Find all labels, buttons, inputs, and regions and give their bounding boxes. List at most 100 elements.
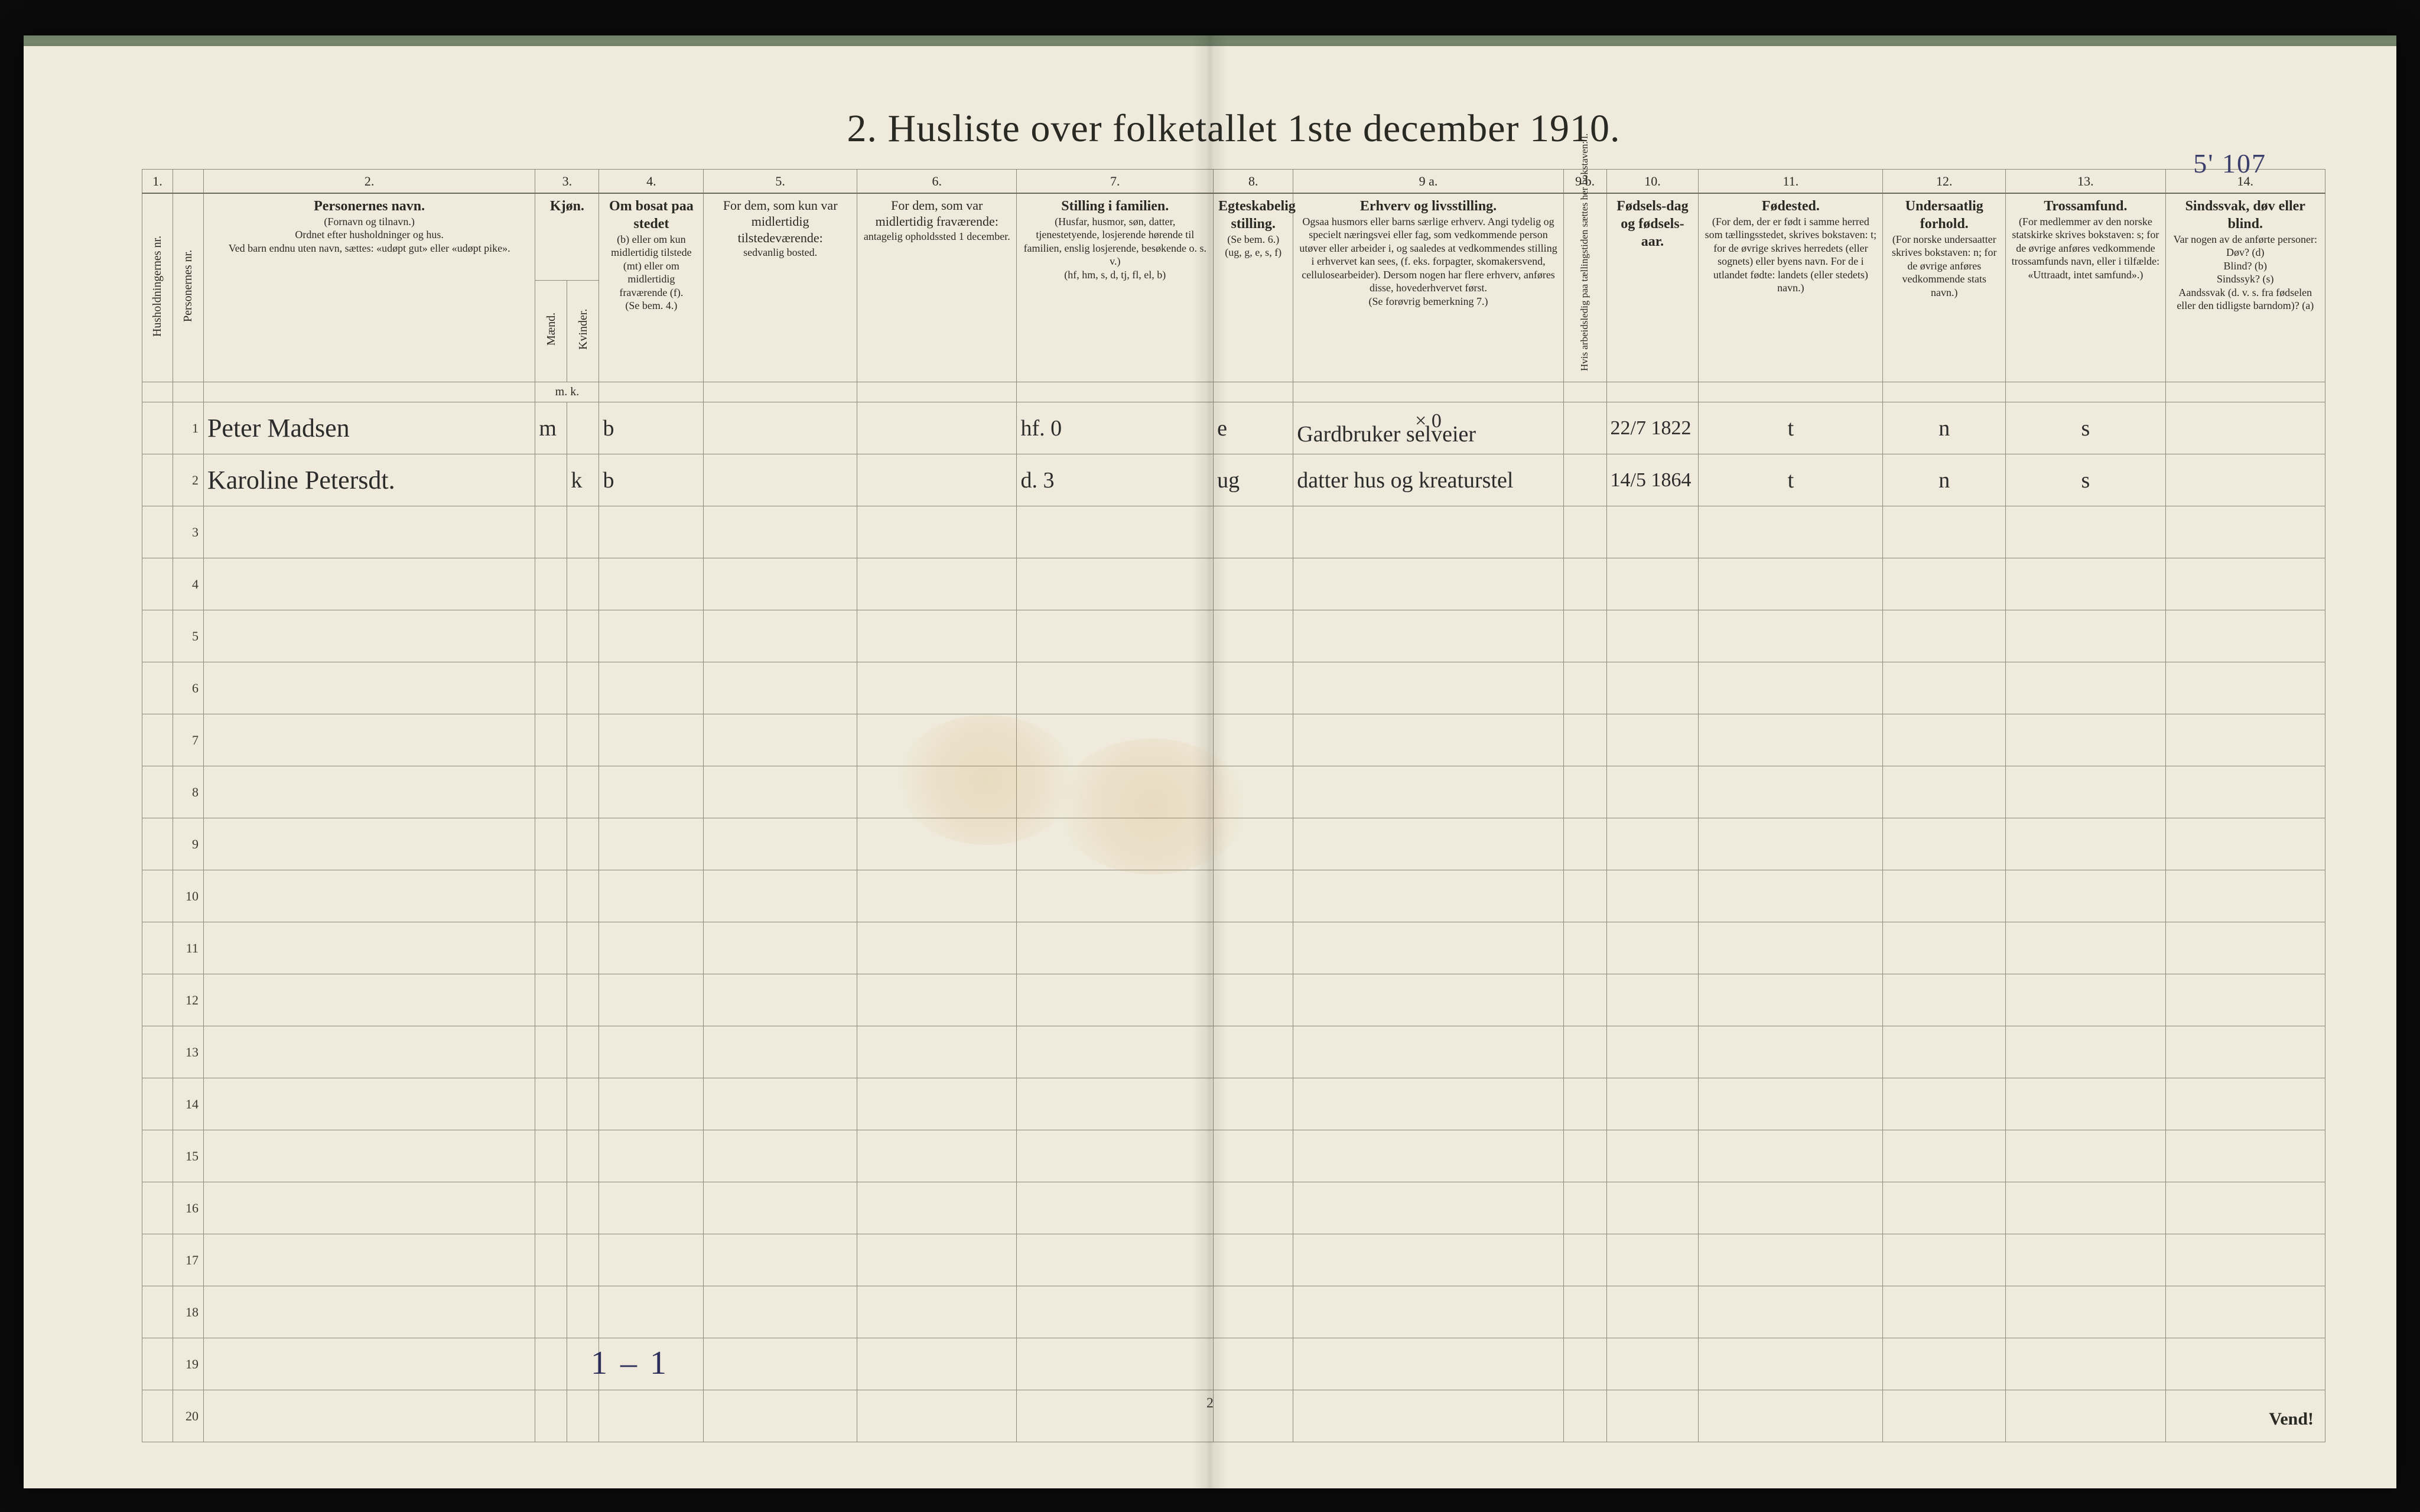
table-row: 4: [142, 558, 2325, 610]
cell-family-position: d. 3: [1017, 454, 1214, 506]
cell-blank: [1606, 714, 1699, 766]
table-row: 20: [142, 1390, 2325, 1442]
table-row: 16: [142, 1182, 2325, 1234]
cell-sex-k: [567, 402, 599, 454]
cell-person-no: 7: [173, 714, 203, 766]
cell-blank: [2165, 1182, 2325, 1234]
cell-blank: [1017, 1182, 1214, 1234]
cell-blank: [567, 662, 599, 714]
cell-person-no: 20: [173, 1390, 203, 1442]
cell-blank: [1606, 766, 1699, 818]
cell-birth: 14/5 1864: [1606, 454, 1699, 506]
cell-blank: [1699, 662, 1883, 714]
cell-blank: [2165, 766, 2325, 818]
cell-person-no: 3: [173, 506, 203, 558]
table-row: 7: [142, 714, 2325, 766]
cell-person-no: 9: [173, 818, 203, 870]
col-header-line: Døv? (d): [2171, 246, 2320, 259]
cell-unemployed: [1563, 454, 1606, 506]
col-header-title: For dem, som var midlertidig fraværende:: [876, 198, 998, 229]
handwritten-value: hf. 0: [1020, 416, 1062, 441]
cell-blank: [599, 1078, 704, 1130]
cell-blank: [1606, 558, 1699, 610]
col-num: 2.: [203, 170, 535, 193]
vertical-label: Husholdningernes nr.: [151, 197, 164, 375]
cell-household-no: [142, 870, 173, 922]
cell-blank: [1563, 1286, 1606, 1338]
cell-blank: [704, 974, 857, 1026]
cell-blank: [1883, 870, 2006, 922]
cell-blank: [704, 1286, 857, 1338]
cell-blank: [535, 1078, 567, 1130]
cell-blank: [567, 766, 599, 818]
cell-blank: [2006, 766, 2165, 818]
cell-blank: [1293, 1234, 1563, 1286]
cell-blank: [1606, 818, 1699, 870]
table-body: 1Peter Madsenmbhf. 0e× 0Gardbruker selve…: [142, 402, 2325, 1442]
cell-blank: [535, 974, 567, 1026]
cell-blank: [1606, 1390, 1699, 1442]
cell-blank: [2006, 870, 2165, 922]
cell-blank: [704, 922, 857, 974]
table-header: 1. 2. 3. 4. 5. 6. 7. 8. 9 a. 9 b. 10. 11…: [142, 170, 2325, 402]
cell-blank: [704, 1390, 857, 1442]
cell-blank: [1699, 1286, 1883, 1338]
cell-blank: [2006, 1234, 2165, 1286]
cell-blank: [1017, 1026, 1214, 1078]
col-header-title: Kjøn.: [550, 199, 584, 214]
col-header-sub: (For dem, der er født i samme herred som…: [1703, 215, 1878, 295]
cell-blank: [599, 1130, 704, 1182]
cell-blank: [535, 558, 567, 610]
cell-blank: [1563, 610, 1606, 662]
handwritten-value: t: [1788, 416, 1794, 441]
cell-blank: [567, 1026, 599, 1078]
cell-household-no: [142, 506, 173, 558]
col-header-title: Stilling i familien.: [1061, 199, 1169, 214]
cell-blank: [599, 1234, 704, 1286]
col-footrule: [857, 382, 1017, 402]
cell-blank: [535, 1338, 567, 1390]
cell-blank: [599, 1026, 704, 1078]
cell-person-no: 2: [173, 454, 203, 506]
cell-household-no: [142, 1130, 173, 1182]
cell-blank: [1017, 766, 1214, 818]
cell-blank: [599, 922, 704, 974]
table-row: 6: [142, 662, 2325, 714]
cell-blank: [704, 766, 857, 818]
table-row: 2Karoline Petersdt.kbd. 3ugdatter hus og…: [142, 454, 2325, 506]
table-row: 1Peter Madsenmbhf. 0e× 0Gardbruker selve…: [142, 402, 2325, 454]
cell-person-no: 15: [173, 1130, 203, 1182]
cell-person-no: 12: [173, 974, 203, 1026]
cell-blank: [203, 506, 535, 558]
col-header-title: Undersaatlig forhold.: [1905, 199, 1983, 232]
col-header-household-no: Husholdningernes nr.: [142, 193, 173, 382]
cell-blank: [1293, 1078, 1563, 1130]
col-num: 3.: [535, 170, 599, 193]
vertical-label: Hvis arbeidsledig paa tællingstiden sætt…: [1579, 197, 1590, 375]
col-header-birth: Fødsels-dag og fødsels-aar.: [1606, 193, 1699, 382]
col-num: 10.: [1606, 170, 1699, 193]
col-header-title: Fødested.: [1762, 199, 1820, 214]
cell-blank: [857, 1234, 1017, 1286]
cell-blank: [1606, 922, 1699, 974]
cell-blank: [2165, 1234, 2325, 1286]
cell-blank: [1293, 818, 1563, 870]
cell-blank: [203, 922, 535, 974]
col-num: 1.: [142, 170, 173, 193]
cell-blank: [857, 922, 1017, 974]
cell-blank: [2006, 974, 2165, 1026]
cell-blank: [1017, 610, 1214, 662]
cell-blank: [203, 870, 535, 922]
cell-blank: [2006, 1182, 2165, 1234]
cell-blank: [1293, 1338, 1563, 1390]
cell-household-no: [142, 454, 173, 506]
cell-person-no: 8: [173, 766, 203, 818]
table-row: 17: [142, 1234, 2325, 1286]
handwritten-value: k: [571, 468, 582, 493]
cell-blank: [1214, 1390, 1293, 1442]
cell-blank: [1017, 1286, 1214, 1338]
cell-blank: [1606, 1338, 1699, 1390]
col-header-sub: (Se bem. 4.): [604, 299, 698, 313]
cell-blank: [857, 974, 1017, 1026]
cell-blank: [567, 1182, 599, 1234]
